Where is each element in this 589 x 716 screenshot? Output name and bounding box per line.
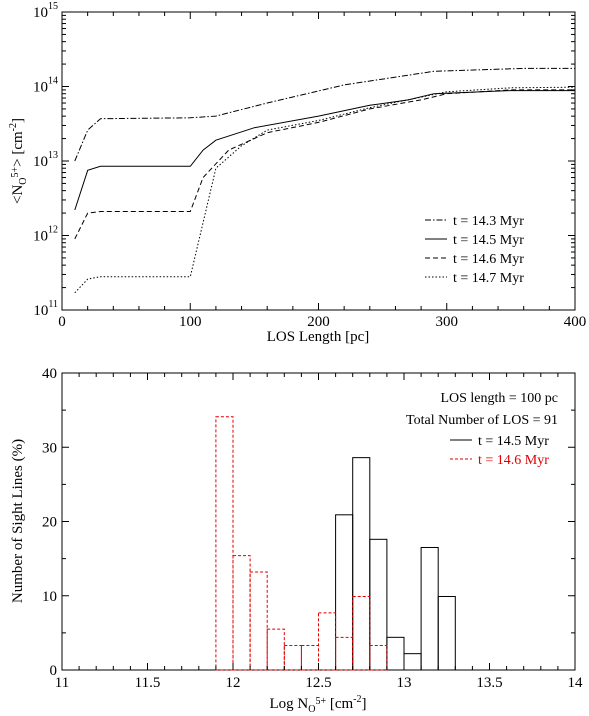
histogram-bar-series-1	[420, 546, 439, 671]
bottom-x-axis-title: Log NO5+ [cm-2]	[269, 694, 366, 715]
bottom-y-tick-label: 0	[50, 663, 58, 679]
bottom-y-tick-label: 40	[42, 366, 57, 382]
series-line-3	[74, 89, 575, 240]
bottom-y-tick-label: 30	[42, 440, 57, 456]
histogram-bar-series-2	[266, 628, 285, 671]
legend-label-4: t = 14.7 Myr	[453, 271, 524, 286]
histogram-bar-series-1	[369, 538, 388, 671]
top-y-tick-label: 1011	[33, 299, 58, 319]
histogram-bar-series-2	[335, 636, 354, 671]
bottom-y-tick-label: 10	[42, 589, 57, 605]
series-line-2	[74, 90, 575, 211]
legend-label-2: t = 14.5 Myr	[453, 233, 524, 248]
top-x-tick-label: 300	[436, 314, 459, 330]
histogram-bar-series-2	[283, 644, 302, 671]
histogram-bar-series-1	[437, 595, 456, 671]
bottom-panel: 11 11.5 12 12.5 13 13.5 14 0 10 20 30 40 Log NO5+ …	[10, 366, 583, 715]
top-y-tick-label: 1012	[33, 225, 58, 245]
top-y-axis-title: <NO5+> [cm-2]	[8, 118, 29, 204]
histogram-bar-series-2	[215, 416, 234, 671]
histogram-bar-series-2	[352, 595, 371, 671]
top-series-lines	[74, 67, 576, 294]
histogram-bar-series-2	[300, 644, 319, 671]
histogram-bar-series-1	[386, 636, 405, 671]
top-x-tick-label: 0	[58, 314, 66, 330]
top-x-ticks: 0 100 200 300 400	[58, 12, 586, 330]
histogram-bar-series-2	[232, 555, 251, 671]
bottom-y-tick-label: 20	[42, 515, 57, 531]
histogram-bar-series-1	[335, 514, 354, 671]
bottom-x-tick-label: 11	[55, 675, 69, 691]
bottom-x-tick-label: 12	[226, 675, 241, 691]
bottom-x-tick-label: 13.5	[476, 675, 502, 691]
top-y-tick-label: 1014	[33, 76, 58, 96]
bottom-x-tick-label: 12.5	[305, 675, 331, 691]
bottom-y-ticks: 0 10 20 30 40	[42, 366, 575, 679]
top-x-tick-label: 200	[307, 314, 330, 330]
bottom-x-tick-label: 13	[397, 675, 412, 691]
annotation-total-los: Total Number of LOS = 91	[406, 413, 558, 428]
bottom-y-axis-title: Number of Sight Lines (%)	[10, 439, 26, 603]
top-x-tick-label: 400	[564, 314, 587, 330]
legend-label-3: t = 14.6 Myr	[453, 252, 524, 267]
histogram-bar-series-1	[352, 457, 371, 671]
histogram-bar-series-2	[369, 644, 388, 671]
bottom-x-tick-label: 14	[568, 675, 584, 691]
annotation-los-length: LOS length = 100 pc	[440, 391, 558, 406]
top-y-tick-label: 1015	[33, 1, 58, 21]
top-panel: 0 100 200 300 400 1011 1012 1013 1014 1015 LOS L…	[8, 1, 586, 345]
legend-label-1: t = 14.3 Myr	[453, 214, 524, 229]
histogram-bar-series-2	[318, 612, 337, 671]
histogram-legend-label-1: t = 14.5 Myr	[478, 434, 549, 449]
histogram-bar-series-1	[403, 653, 422, 671]
top-y-ticks: 1011 1012 1013 1014 1015	[33, 1, 575, 319]
series-line-1	[74, 67, 575, 162]
series-line-4	[74, 86, 576, 294]
top-legend: t = 14.3 Myr t = 14.5 Myr t = 14.6 Myr t = …	[425, 214, 524, 286]
bottom-x-tick-label: 11.5	[135, 675, 161, 691]
bottom-legend: t = 14.5 Myr t = 14.6 Myr	[450, 434, 549, 468]
top-x-axis-title: LOS Length [pc]	[267, 329, 369, 345]
top-x-tick-label: 100	[179, 314, 202, 330]
bottom-x-ticks: 11 11.5 12 12.5 13 13.5 14	[55, 373, 583, 691]
histogram-bar-series-2	[249, 571, 268, 671]
histogram-legend-label-2: t = 14.6 Myr	[478, 453, 549, 468]
top-y-tick-label: 1013	[33, 150, 58, 170]
bottom-histogram-bars	[215, 416, 456, 671]
